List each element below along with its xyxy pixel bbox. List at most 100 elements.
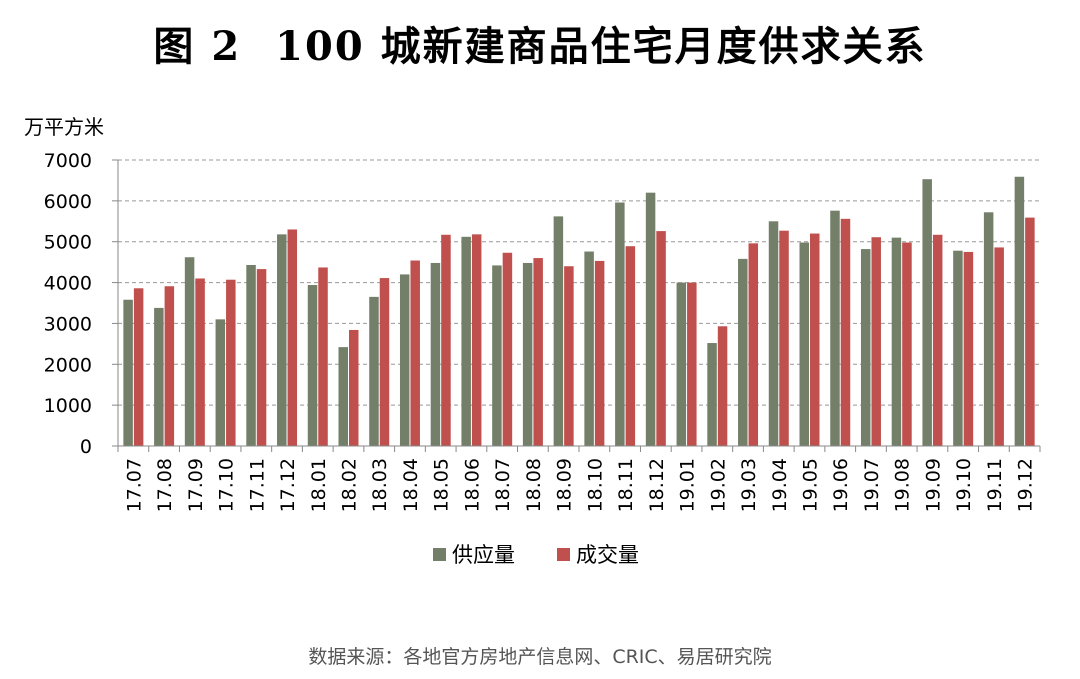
bar-deal: [195, 278, 205, 446]
bar-supply: [338, 347, 348, 446]
bar-supply: [399, 274, 410, 446]
bar-deal: [902, 242, 912, 446]
bar-supply: [983, 212, 994, 446]
bar-supply: [891, 237, 902, 446]
x-tick-label: 19.01: [677, 458, 699, 512]
x-tick-label: 18.02: [339, 458, 361, 512]
bar-deal: [779, 230, 789, 446]
bar-supply: [307, 285, 318, 446]
bar-deal: [963, 251, 974, 446]
x-tick-label: 18.09: [554, 458, 576, 512]
bar-deal: [379, 278, 390, 446]
x-axis-ticks: 17.07 17.08 17.09 17.10 17.11 17.12 18.01 18.02…: [117, 446, 1041, 512]
x-tick-label: 18.05: [431, 458, 453, 512]
bar-deal: [533, 258, 543, 446]
bar-deal: [656, 231, 666, 446]
bar-deal: [226, 279, 236, 446]
bar-deal: [932, 234, 943, 446]
bar-deal: [287, 229, 298, 446]
y-tick-label: 0: [80, 436, 92, 458]
bar-deal: [410, 260, 420, 446]
x-tick-label: 17.07: [123, 458, 145, 512]
bar-supply: [461, 236, 471, 446]
bar-supply: [215, 319, 226, 446]
bar-deal: [840, 218, 851, 446]
bar-deal: [256, 269, 267, 446]
bar-supply: [123, 299, 133, 446]
x-tick-label: 17.09: [185, 458, 207, 512]
x-tick-label: 19.07: [861, 458, 883, 512]
y-axis-ticks: 0 1000 2000 3000 4000 5000 6000 7000: [44, 150, 118, 458]
bar-deal: [564, 266, 574, 446]
y-tick-label: 4000: [44, 273, 92, 295]
bars: [123, 176, 1035, 446]
chart-title: 图 2 100 城新建商品住宅月度供求关系: [0, 14, 1080, 72]
bar-deal: [502, 252, 513, 446]
bar-deal: [1025, 217, 1035, 446]
bar-supply: [615, 202, 625, 446]
bar-supply: [707, 343, 717, 446]
figure-number: 图 2: [153, 23, 242, 70]
x-tick-label: 19.08: [892, 458, 914, 512]
bar-supply: [584, 251, 594, 446]
x-tick-label: 18.12: [646, 458, 668, 512]
bar-supply: [430, 262, 441, 446]
axes: [117, 160, 1040, 447]
bar-supply: [953, 250, 963, 446]
bar-supply: [553, 216, 564, 446]
bar-deal: [594, 260, 605, 446]
bar-deal: [133, 288, 144, 446]
bar-supply: [645, 192, 656, 446]
bar-deal: [349, 329, 359, 446]
bar-supply: [184, 257, 195, 446]
x-tick-label: 19.12: [1015, 458, 1037, 512]
x-tick-label: 18.01: [308, 458, 330, 512]
bar-supply: [768, 221, 779, 446]
bar-supply: [676, 282, 687, 446]
gridlines: [118, 159, 1040, 406]
x-tick-label: 19.09: [922, 458, 944, 512]
bar-deal: [164, 286, 175, 446]
bar-supply: [492, 265, 502, 446]
x-tick-label: 19.11: [984, 458, 1006, 512]
bar-supply: [799, 242, 809, 446]
bar-deal: [318, 267, 328, 446]
bar-chart: 万平方米 0 1000 2000 3000 4000 5000 6000 7000 17.07…: [24, 115, 1041, 567]
bar-supply: [154, 307, 164, 446]
x-tick-label: 18.07: [492, 458, 514, 512]
bar-deal: [471, 234, 482, 446]
bar-deal: [441, 234, 451, 446]
x-tick-label: 18.08: [523, 458, 545, 512]
x-tick-label: 17.10: [216, 458, 238, 512]
bar-supply: [277, 234, 287, 446]
x-tick-label: 19.03: [738, 458, 760, 512]
bar-supply: [246, 265, 256, 446]
bar-supply: [860, 249, 871, 446]
legend-swatch-deal: [557, 548, 570, 561]
bar-deal: [810, 233, 820, 446]
bar-deal: [748, 243, 759, 446]
bar-deal: [871, 237, 881, 446]
legend: 供应量 成交量: [433, 543, 639, 567]
x-tick-label: 18.04: [400, 458, 422, 512]
x-tick-label: 19.02: [707, 458, 729, 512]
bar-deal: [717, 326, 728, 446]
y-tick-label: 7000: [44, 150, 92, 172]
data-source-note: 数据来源：各地官方房地产信息网、CRIC、易居研究院: [308, 646, 772, 668]
bar-supply: [738, 258, 748, 446]
x-tick-label: 19.06: [830, 458, 852, 512]
y-tick-label: 3000: [44, 313, 92, 335]
x-tick-label: 18.10: [584, 458, 606, 512]
bar-supply: [1014, 176, 1025, 446]
x-tick-label: 19.10: [953, 458, 975, 512]
x-tick-label: 18.03: [369, 458, 391, 512]
bar-supply: [522, 262, 533, 446]
x-tick-label: 17.12: [277, 458, 299, 512]
legend-label-deal: 成交量: [576, 543, 639, 567]
figure-title: 100 城新建商品住宅月度供求关系: [275, 23, 927, 70]
x-tick-label: 18.06: [461, 458, 483, 512]
x-tick-label: 18.11: [615, 458, 637, 512]
legend-swatch-supply: [433, 548, 446, 561]
bar-deal: [687, 282, 697, 446]
x-tick-label: 17.08: [154, 458, 176, 512]
